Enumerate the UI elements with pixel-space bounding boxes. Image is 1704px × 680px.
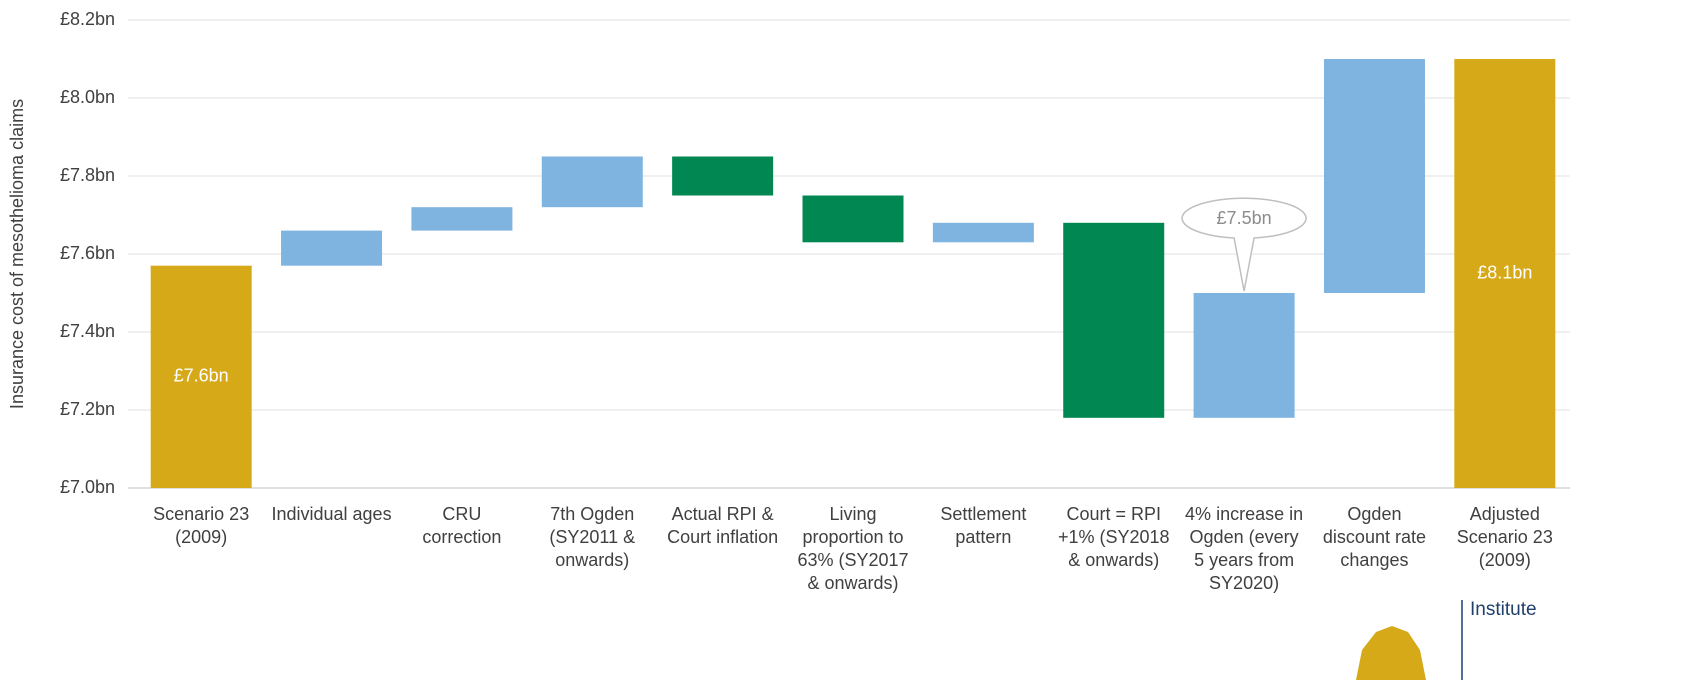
bar xyxy=(932,222,1034,243)
y-tick-label: £8.0bn xyxy=(60,87,115,107)
y-tick-label: £7.0bn xyxy=(60,477,115,497)
x-tick-label: 4% increase in Ogden (every 5 years from SY… xyxy=(1185,504,1303,593)
y-tick-label: £7.2bn xyxy=(60,399,115,419)
bar xyxy=(150,265,252,488)
x-tick-label: Individual ages xyxy=(271,504,391,524)
y-tick-label: £7.6bn xyxy=(60,243,115,263)
y-axis-label: Insurance cost of mesothelioma claims xyxy=(7,99,27,409)
logo-crest xyxy=(1356,626,1426,680)
y-tick-label: £7.4bn xyxy=(60,321,115,341)
value-label: £7.6bn xyxy=(174,366,229,386)
bar xyxy=(1454,59,1556,488)
x-tick-label: Scenario 23 (2009) xyxy=(153,504,249,547)
logo-text: Institute xyxy=(1470,599,1537,620)
x-tick-label: Actual RPI & Court inflation xyxy=(667,504,778,547)
x-tick-label: Court = RPI +1% (SY2018 & onwards) xyxy=(1058,504,1170,570)
x-tick-label: Living proportion to 63% (SY2017 & onwards) xyxy=(797,504,908,593)
x-tick-label: 7th Ogden (SY2011 & onwards) xyxy=(549,504,635,570)
callout-bubble xyxy=(1181,197,1307,292)
x-tick-label: CRU correction xyxy=(422,504,501,547)
bar xyxy=(281,230,383,266)
annotation: £7.5bn xyxy=(1217,208,1272,228)
x-tick-label: Adjusted Scenario 23 (2009) xyxy=(1457,504,1553,570)
value-label: £8.1bn xyxy=(1477,262,1532,282)
logo: Institute xyxy=(1356,599,1537,680)
bar xyxy=(672,156,774,196)
y-tick-label: £7.8bn xyxy=(60,165,115,185)
bar xyxy=(411,207,513,231)
y-tick-label: £8.2bn xyxy=(60,9,115,29)
bar xyxy=(1323,59,1425,293)
bar xyxy=(1063,222,1165,418)
x-tick-label: Ogden discount rate changes xyxy=(1323,504,1426,570)
x-tick-label: Settlement pattern xyxy=(940,504,1026,547)
bar xyxy=(802,195,904,243)
bar xyxy=(541,156,643,208)
bar xyxy=(1193,293,1295,418)
